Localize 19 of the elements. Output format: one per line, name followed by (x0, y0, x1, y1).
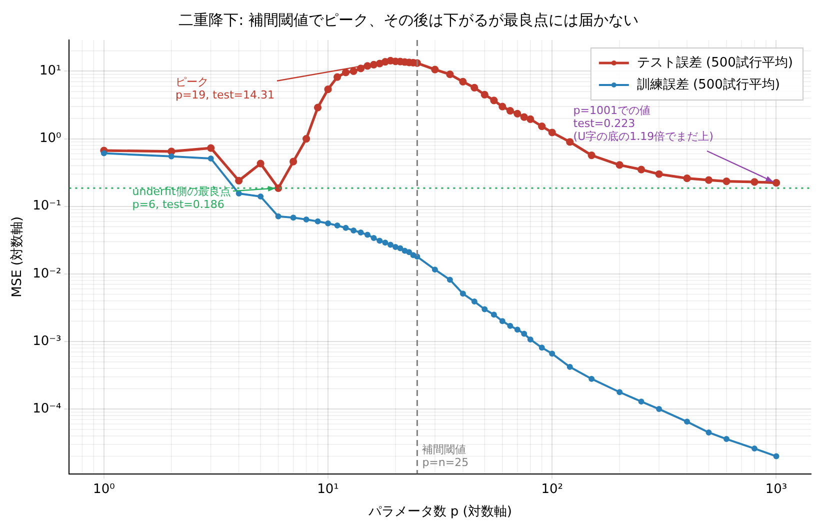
chart-title: 二重降下: 補間閾値でピーク、その後は下がるが最良点には届かない (178, 10, 638, 29)
x-tick-label: 10³ (765, 482, 788, 497)
legend-label: テスト誤差 (500試行平均) (636, 55, 794, 70)
ref-line-label: 補間閾値 p=n=25 (422, 442, 469, 469)
y-tick-label: 10⁻⁴ (32, 401, 62, 416)
legend-label: 訓練誤差 (500試行平均) (636, 77, 780, 92)
y-tick-label: 10¹ (39, 64, 62, 79)
y-tick-label: 10⁰ (39, 131, 62, 146)
annotation: p=1001での値 test=0.223 (U字の底の1.19倍でまだ上) (573, 104, 714, 143)
x-tick-label: 10² (541, 482, 563, 497)
annotation: ピーク p=19, test=14.31 (175, 76, 275, 102)
x-tick-label: 10⁰ (93, 482, 115, 497)
x-axis-title: パラメータ数 p (対数軸) (367, 504, 512, 520)
x-tick-label: 10¹ (317, 482, 339, 497)
y-tick-label: 10⁻¹ (32, 198, 62, 214)
y-axis-title: MSE (対数軸) (9, 216, 26, 298)
annotation: underfit側の最良点 p=6, test=0.186 (132, 185, 231, 212)
y-tick-label: 10⁻² (32, 266, 62, 282)
y-tick-label: 10⁻³ (32, 334, 62, 349)
